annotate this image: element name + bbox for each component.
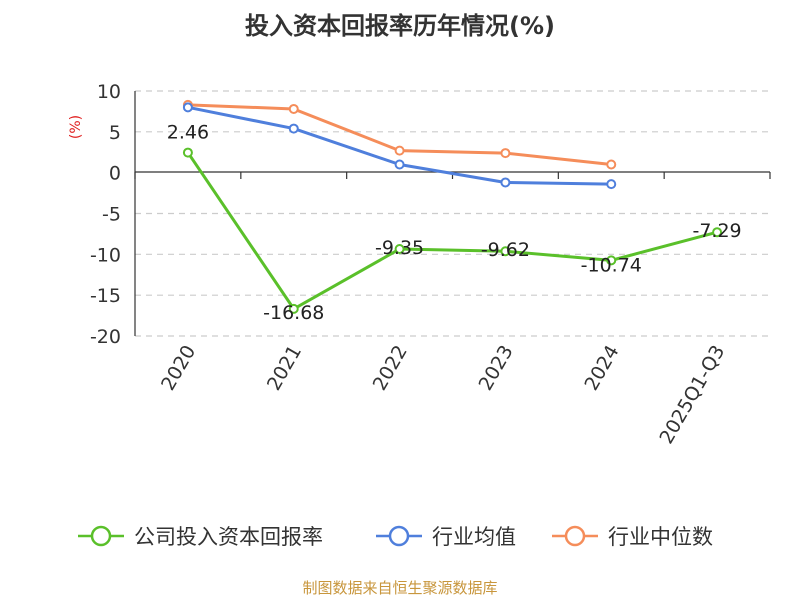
x-tick-label: 2024 [580, 342, 623, 395]
y-tick-label: 5 [109, 122, 121, 144]
y-axis-unit: (%) [68, 115, 84, 139]
x-tick-label: 2022 [369, 342, 412, 395]
data-point [606, 179, 617, 190]
y-tick-label: -20 [90, 326, 121, 348]
data-point [394, 244, 405, 255]
legend-label: 行业均值 [432, 525, 516, 549]
x-tick-label: 2023 [475, 342, 518, 395]
data-point [182, 147, 193, 158]
data-point [606, 159, 617, 170]
data-label: -9.35 [375, 237, 424, 259]
data-point [606, 255, 617, 266]
data-point [712, 227, 723, 238]
y-tick-label: 0 [109, 163, 121, 185]
data-label: -16.68 [263, 302, 324, 324]
legend-swatch-marker [388, 525, 410, 547]
y-tick-label: -15 [90, 285, 121, 307]
series-line-0 [186, 151, 718, 311]
legend-label: 行业中位数 [608, 525, 713, 549]
y-tick-label: -10 [90, 244, 121, 266]
data-point [182, 102, 193, 113]
data-point [288, 123, 299, 134]
legend-swatch-marker [90, 525, 112, 547]
data-label: -9.62 [481, 239, 530, 261]
data-label: -7.29 [692, 220, 741, 242]
data-point [394, 145, 405, 156]
data-point [500, 246, 511, 257]
x-tick-label: 2020 [157, 342, 200, 395]
data-point [288, 303, 299, 314]
data-label: -10.74 [581, 254, 642, 276]
chart-title: 投入资本回报率历年情况(%) [245, 12, 555, 40]
legend-swatch-marker [564, 525, 586, 547]
data-label: 2.46 [167, 122, 209, 144]
x-tick-label: 2021 [263, 342, 306, 395]
data-point [500, 148, 511, 159]
y-tick-label: 10 [97, 81, 121, 103]
y-tick-label: -5 [102, 204, 121, 226]
data-point [394, 159, 405, 170]
source-note: 制图数据来自恒生聚源数据库 [302, 579, 498, 597]
legend-label: 公司投入资本回报率 [134, 525, 323, 549]
data-point [288, 103, 299, 114]
data-point [500, 177, 511, 188]
x-tick-label: 2025Q1-Q3 [655, 342, 729, 448]
